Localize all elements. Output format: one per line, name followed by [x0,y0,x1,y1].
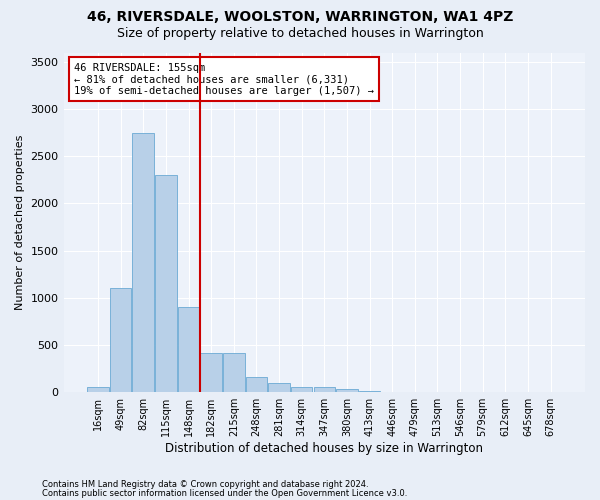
Bar [110,288,131,392]
Text: 46 RIVERSDALE: 155sqm
← 81% of detached houses are smaller (6,331)
19% of semi-d: 46 RIVERSDALE: 155sqm ← 81% of detached … [74,62,374,96]
Text: Contains public sector information licensed under the Open Government Licence v3: Contains public sector information licen… [42,490,407,498]
Bar [245,377,267,392]
Bar [87,388,109,392]
Bar [268,383,290,392]
X-axis label: Distribution of detached houses by size in Warrington: Distribution of detached houses by size … [165,442,483,455]
Text: Contains HM Land Registry data © Crown copyright and database right 2024.: Contains HM Land Registry data © Crown c… [42,480,368,489]
Bar [178,308,199,392]
Bar [200,352,222,392]
Bar [291,386,313,392]
Text: Size of property relative to detached houses in Warrington: Size of property relative to detached ho… [116,28,484,40]
Bar [133,132,154,392]
Y-axis label: Number of detached properties: Number of detached properties [15,134,25,310]
Bar [155,175,176,392]
Bar [223,352,245,392]
Text: 46, RIVERSDALE, WOOLSTON, WARRINGTON, WA1 4PZ: 46, RIVERSDALE, WOOLSTON, WARRINGTON, WA… [87,10,513,24]
Bar [359,391,380,392]
Bar [336,390,358,392]
Bar [314,388,335,392]
